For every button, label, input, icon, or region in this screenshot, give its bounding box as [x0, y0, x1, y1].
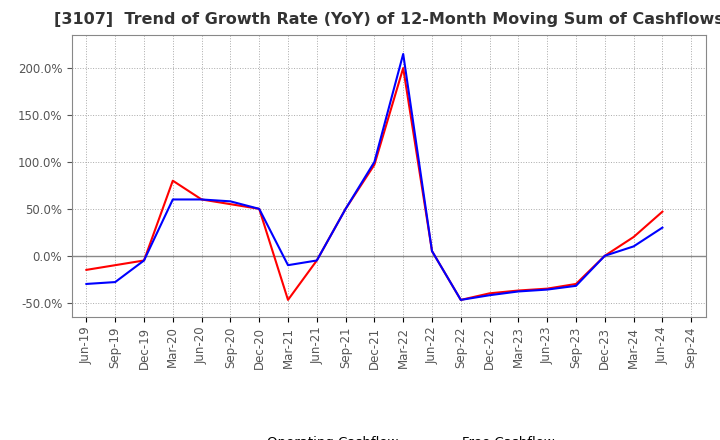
Operating Cashflow [514, 288, 523, 293]
Operating Cashflow [312, 258, 321, 263]
Operating Cashflow [485, 291, 494, 296]
Operating Cashflow [456, 297, 465, 303]
Operating Cashflow [82, 267, 91, 272]
Free Cashflow [572, 283, 580, 289]
Operating Cashflow [255, 206, 264, 212]
Free Cashflow [197, 197, 206, 202]
Free Cashflow [140, 258, 148, 263]
Free Cashflow [485, 293, 494, 298]
Free Cashflow [543, 287, 552, 292]
Operating Cashflow [629, 235, 638, 240]
Free Cashflow [658, 225, 667, 230]
Operating Cashflow [111, 263, 120, 268]
Operating Cashflow [600, 253, 609, 258]
Legend: Operating Cashflow, Free Cashflow: Operating Cashflow, Free Cashflow [218, 430, 559, 440]
Free Cashflow [284, 263, 292, 268]
Free Cashflow [514, 289, 523, 294]
Operating Cashflow [428, 249, 436, 254]
Free Cashflow [312, 258, 321, 263]
Free Cashflow [255, 206, 264, 212]
Operating Cashflow [572, 281, 580, 286]
Free Cashflow [600, 253, 609, 258]
Free Cashflow [82, 281, 91, 286]
Operating Cashflow [140, 258, 148, 263]
Free Cashflow [456, 297, 465, 303]
Line: Operating Cashflow: Operating Cashflow [86, 68, 662, 300]
Operating Cashflow [197, 197, 206, 202]
Operating Cashflow [543, 286, 552, 291]
Free Cashflow [428, 249, 436, 254]
Operating Cashflow [341, 206, 350, 212]
Free Cashflow [629, 244, 638, 249]
Operating Cashflow [370, 162, 379, 167]
Free Cashflow [226, 199, 235, 204]
Operating Cashflow [226, 202, 235, 207]
Operating Cashflow [658, 209, 667, 214]
Free Cashflow [111, 279, 120, 285]
Operating Cashflow [399, 66, 408, 71]
Title: [3107]  Trend of Growth Rate (YoY) of 12-Month Moving Sum of Cashflows: [3107] Trend of Growth Rate (YoY) of 12-… [54, 12, 720, 27]
Free Cashflow [399, 51, 408, 57]
Line: Free Cashflow: Free Cashflow [86, 54, 662, 300]
Operating Cashflow [284, 297, 292, 303]
Free Cashflow [168, 197, 177, 202]
Free Cashflow [341, 206, 350, 212]
Operating Cashflow [168, 178, 177, 183]
Free Cashflow [370, 159, 379, 165]
